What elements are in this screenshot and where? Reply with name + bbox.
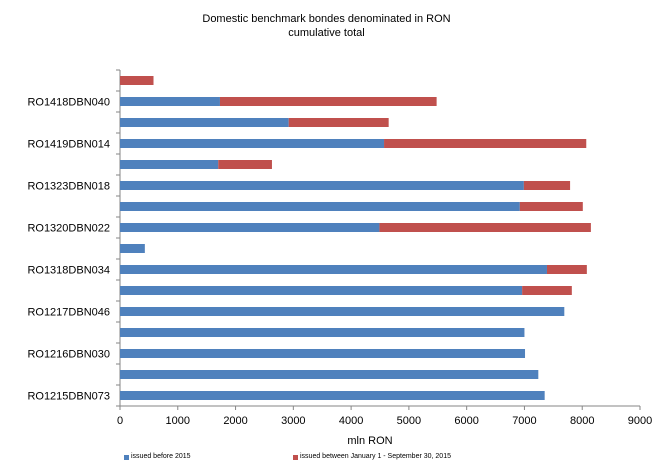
x-tick-label: 0 — [117, 415, 123, 427]
bars-layer — [120, 76, 591, 400]
bar-before-2015 — [120, 328, 525, 337]
bar-2015 — [519, 202, 583, 211]
bar-2015 — [120, 76, 154, 85]
chart-subtitle: cumulative total — [288, 27, 365, 39]
chart-title: Domestic benchmark bondes denominated in… — [202, 13, 451, 25]
bar-before-2015 — [120, 97, 220, 106]
x-tick-label: 1000 — [166, 415, 190, 427]
labels-layer: 0 1000 2000 3000 4000 5000 6000 7000 8000 9000 RO1… — [27, 97, 652, 428]
bar-before-2015 — [120, 391, 545, 400]
x-axis-title: mln RON — [347, 435, 392, 447]
x-tick-label: 7000 — [512, 415, 536, 427]
legend-swatch-red — [293, 454, 298, 460]
bar-before-2015 — [120, 265, 547, 274]
legend-item-before-2015: issued before 2015 — [124, 452, 191, 462]
bar-2015 — [288, 118, 389, 127]
y-category-label: RO1216DBN030 — [27, 349, 110, 361]
bar-before-2015 — [120, 202, 520, 211]
bar-before-2015 — [120, 181, 524, 190]
legend-swatch-blue — [124, 454, 129, 460]
x-tick-label: 9000 — [628, 415, 652, 427]
bar-2015 — [546, 265, 587, 274]
bar-2015 — [522, 286, 572, 295]
bar-before-2015 — [120, 307, 565, 316]
bar-before-2015 — [120, 118, 289, 127]
chart-title-block: Domestic benchmark bondes denominated in… — [0, 12, 653, 40]
bar-2015 — [523, 181, 571, 190]
bar-2015 — [219, 97, 437, 106]
bar-2015 — [379, 223, 591, 232]
y-category-label: RO1217DBN046 — [27, 307, 110, 319]
y-category-label: RO1318DBN034 — [27, 265, 110, 277]
legend-item-2015: issued between January 1 - September 30,… — [293, 452, 451, 462]
y-category-label: RO1320DBN022 — [27, 223, 110, 235]
x-tick-label: 4000 — [339, 415, 363, 427]
bar-before-2015 — [120, 244, 145, 253]
legend-label-before-2015: issued before 2015 — [131, 453, 191, 460]
x-tick-label: 3000 — [281, 415, 305, 427]
x-tick-label: 6000 — [454, 415, 478, 427]
legend-label-2015: issued between January 1 - September 30,… — [300, 453, 451, 460]
x-tick-label: 5000 — [397, 415, 421, 427]
bar-before-2015 — [120, 160, 219, 169]
bar-before-2015 — [120, 286, 523, 295]
y-category-label: RO1418DBN040 — [27, 97, 110, 109]
y-category-label: RO1419DBN014 — [27, 139, 110, 151]
bar-before-2015 — [120, 349, 526, 358]
bar-before-2015 — [120, 139, 385, 148]
bar-before-2015 — [120, 370, 539, 379]
bar-2015 — [384, 139, 587, 148]
bar-2015 — [218, 160, 272, 169]
bar-before-2015 — [120, 223, 380, 232]
x-tick-label: 2000 — [223, 415, 247, 427]
y-category-label: RO1215DBN073 — [27, 391, 110, 403]
y-category-label: RO1323DBN018 — [27, 181, 110, 193]
x-tick-label: 8000 — [570, 415, 594, 427]
